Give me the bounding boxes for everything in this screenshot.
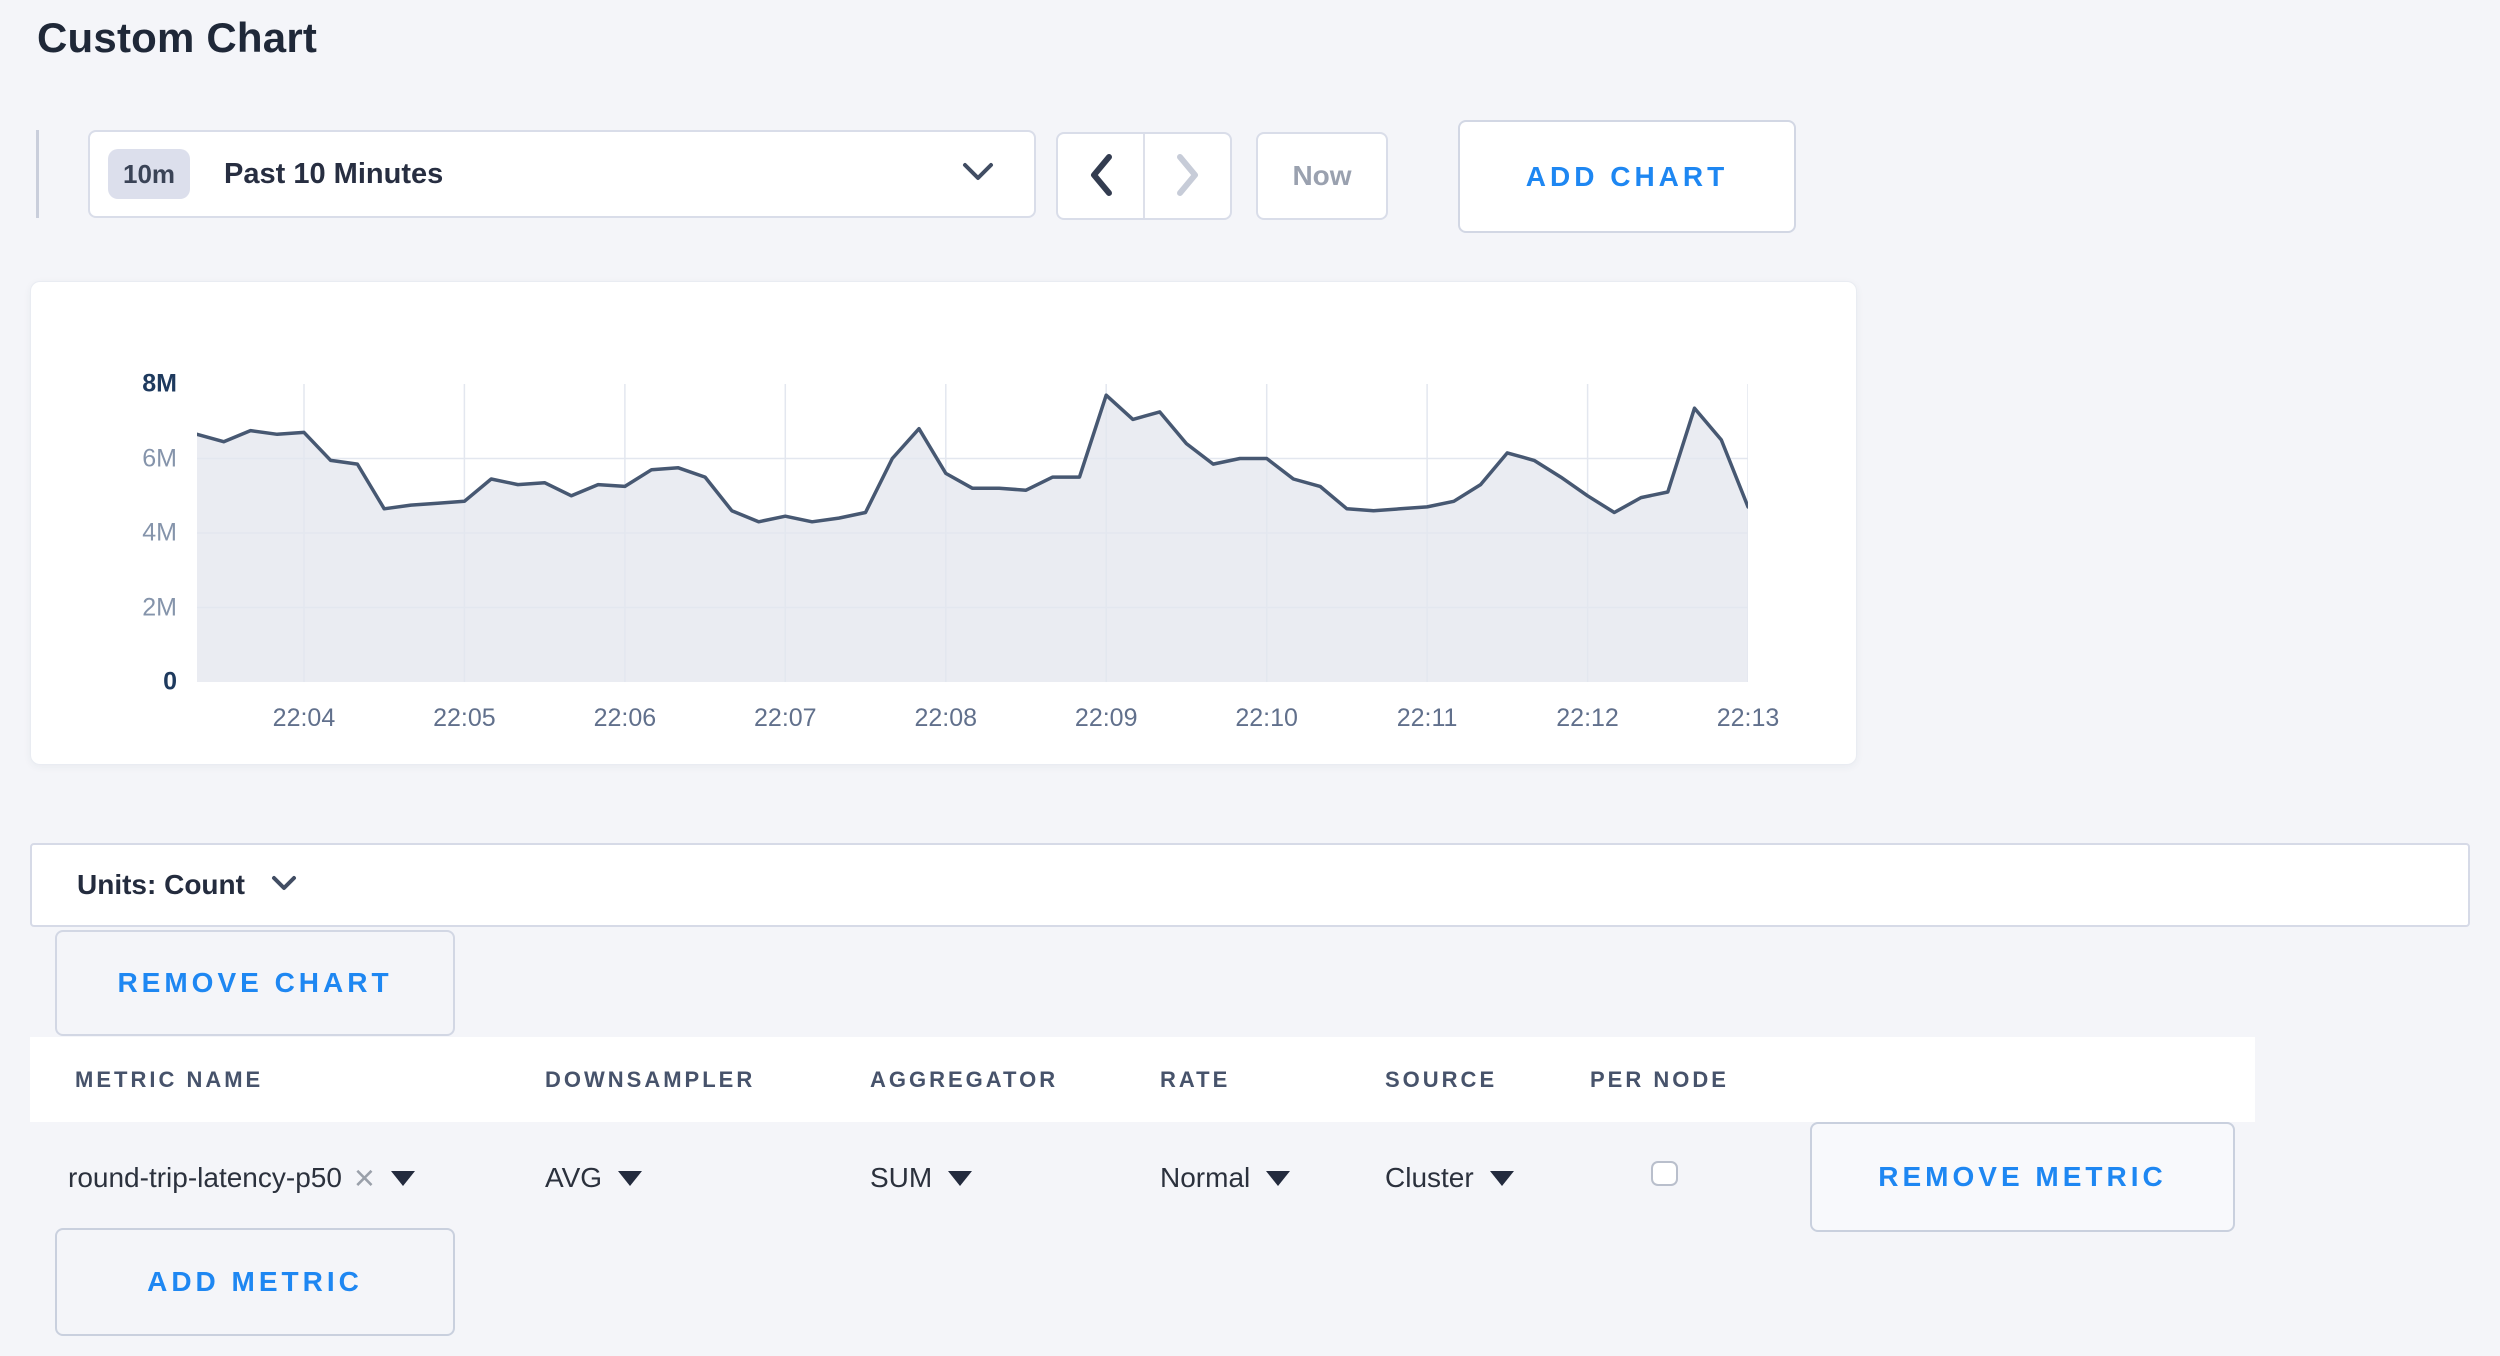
now-button[interactable]: Now	[1256, 132, 1388, 220]
time-step-button-group	[1056, 132, 1232, 220]
y-axis-tick: 6M	[142, 444, 177, 472]
column-header-metric-name: METRIC NAME	[75, 1066, 264, 1092]
x-axis-tick: 22:13	[1716, 704, 1780, 732]
downsampler-select[interactable]: AVG	[545, 1162, 643, 1194]
x-axis-tick: 22:11	[1396, 704, 1458, 732]
metric-name-select[interactable]: round-trip-latency-p50 ×	[68, 1160, 415, 1196]
y-axis-tick: 0	[163, 667, 177, 696]
add-chart-button[interactable]: ADD CHART	[1458, 120, 1796, 233]
x-axis-tick: 22:06	[593, 704, 657, 732]
source-select[interactable]: Cluster	[1385, 1162, 1514, 1194]
caret-down-icon	[390, 1170, 415, 1186]
caret-down-icon	[618, 1170, 643, 1186]
time-range-badge: 10m	[108, 149, 191, 199]
add-metric-button[interactable]: ADD METRIC	[55, 1228, 455, 1336]
x-axis-tick: 22:09	[1074, 704, 1138, 732]
chevron-right-icon	[1174, 152, 1202, 201]
units-label: Units: Count	[77, 869, 245, 900]
chevron-left-icon	[1087, 152, 1115, 201]
y-axis-tick: 2M	[142, 593, 177, 621]
x-axis-tick: 22:05	[433, 704, 496, 732]
column-header-rate: RATE	[1160, 1066, 1231, 1092]
time-next-button[interactable]	[1145, 134, 1230, 218]
chart-card: 8M 6M 4M 2M 0 22:04 22:05 22:06 22:07 22:08 22:09…	[30, 281, 1857, 765]
x-axis-tick: 22:07	[754, 704, 817, 732]
close-icon[interactable]: ×	[353, 1157, 375, 1198]
remove-metric-button[interactable]: REMOVE METRIC	[1810, 1122, 2235, 1232]
aggregator-select[interactable]: SUM	[870, 1162, 973, 1194]
page-title: Custom Chart	[37, 14, 318, 61]
time-range-label: Past 10 Minutes	[224, 157, 444, 190]
x-axis-tick: 22:04	[272, 704, 336, 732]
chevron-down-icon	[962, 162, 994, 187]
x-axis-tick: 22:10	[1235, 704, 1298, 732]
units-select[interactable]: Units: Count	[30, 843, 2470, 927]
source-value: Cluster	[1385, 1162, 1474, 1193]
column-header-source: SOURCE	[1385, 1066, 1498, 1092]
caret-down-icon	[948, 1170, 973, 1186]
column-header-aggregator: AGGREGATOR	[870, 1066, 1059, 1092]
time-prev-button[interactable]	[1058, 134, 1145, 218]
chevron-down-icon	[271, 875, 297, 896]
metric-name-value: round-trip-latency-p50	[68, 1162, 342, 1193]
metric-table-row: round-trip-latency-p50 × AVG SUM Normal …	[30, 1122, 2470, 1234]
caret-down-icon	[1266, 1170, 1291, 1186]
metric-table-header: METRIC NAME DOWNSAMPLER AGGREGATOR RATE …	[30, 1037, 2255, 1122]
per-node-checkbox[interactable]	[1651, 1161, 1678, 1186]
column-header-per-node: PER NODE	[1590, 1066, 1729, 1092]
caret-down-icon	[1489, 1170, 1514, 1186]
downsampler-value: AVG	[545, 1162, 603, 1193]
aggregator-value: SUM	[870, 1162, 933, 1193]
rate-value: Normal	[1160, 1162, 1251, 1193]
x-axis-tick: 22:08	[914, 704, 978, 732]
column-header-downsampler: DOWNSAMPLER	[545, 1066, 756, 1092]
x-axis-tick: 22:12	[1556, 704, 1619, 732]
remove-chart-button[interactable]: REMOVE CHART	[55, 930, 455, 1036]
timeseries-area-chart	[197, 384, 1748, 682]
y-axis-tick: 4M	[142, 518, 177, 547]
toolbar-left-divider	[36, 130, 39, 218]
time-range-select[interactable]: 10m Past 10 Minutes	[88, 130, 1036, 218]
rate-select[interactable]: Normal	[1160, 1162, 1291, 1194]
y-axis-tick: 8M	[142, 369, 177, 398]
